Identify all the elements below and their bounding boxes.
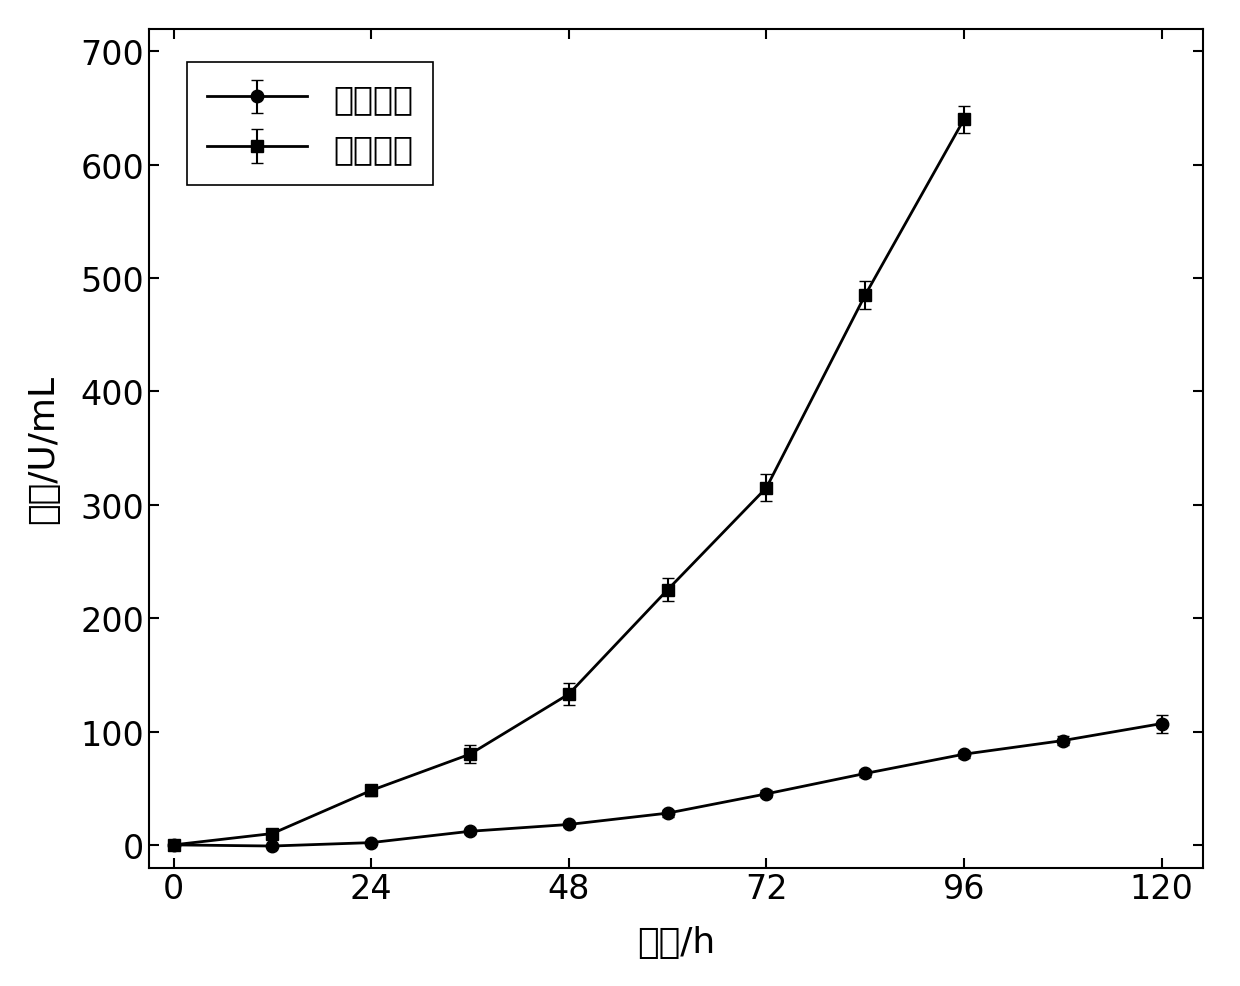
X-axis label: 时间/h: 时间/h: [636, 925, 715, 959]
Legend: 固体发酵, 液体发酵: 固体发酵, 液体发酵: [186, 63, 433, 185]
Y-axis label: 色价/U/mL: 色价/U/mL: [26, 374, 61, 524]
